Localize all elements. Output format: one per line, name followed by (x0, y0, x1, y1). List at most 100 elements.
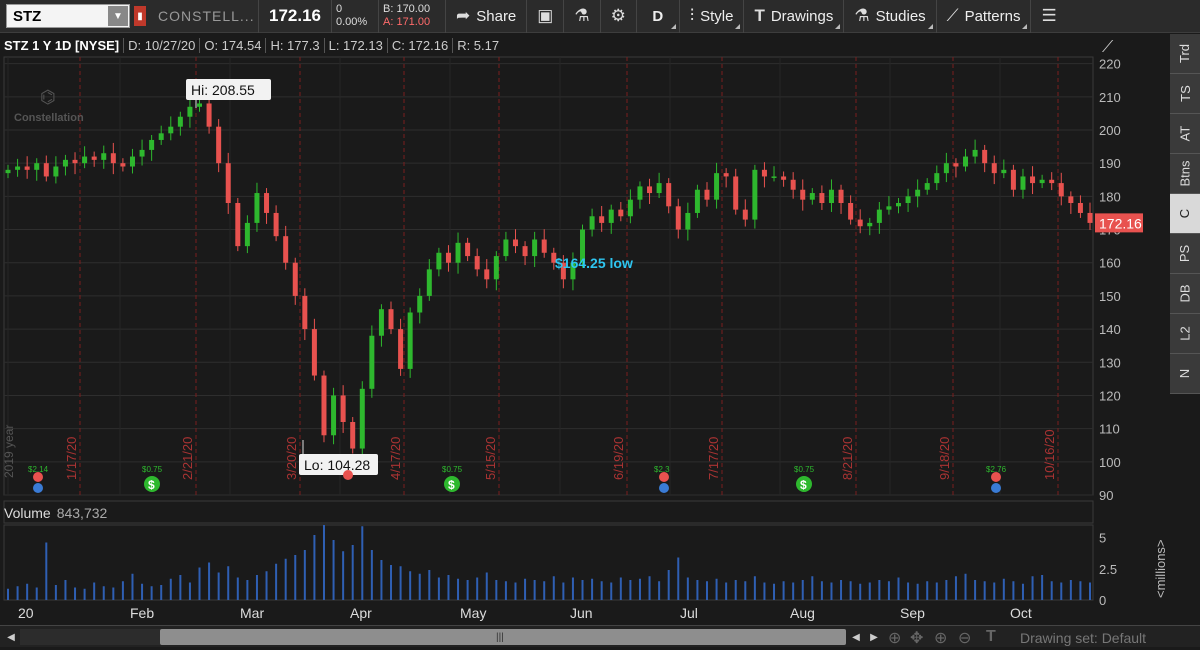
volume-bar (198, 567, 201, 600)
side-tab-label: AT (1177, 125, 1193, 142)
candle-body (666, 183, 672, 207)
period-button[interactable]: D (637, 0, 679, 33)
candle-body (426, 269, 432, 296)
flask-button[interactable]: ⚗ (564, 0, 599, 33)
volume-bar (74, 587, 77, 600)
symbol-input[interactable]: STZ ▼ (6, 4, 130, 28)
drawings-button[interactable]: T Drawings (744, 0, 843, 33)
dividend-amount: $2.3 (654, 465, 670, 474)
side-tab-ps[interactable]: PS (1170, 234, 1200, 274)
symbol-text: STZ (13, 7, 42, 25)
style-button[interactable]: ⫶ Style (680, 0, 744, 33)
candle-body (1058, 183, 1064, 197)
candle-body (972, 149, 978, 157)
pan-icon[interactable]: ✥ (910, 630, 924, 647)
side-tab-c[interactable]: C (1170, 194, 1200, 234)
volume-bar (466, 580, 469, 600)
dividend-icon (444, 476, 460, 492)
earnings-icon (659, 472, 669, 482)
scroll-track[interactable]: ||| (20, 629, 846, 645)
candle-body (886, 206, 892, 210)
divider (563, 0, 565, 33)
candle-body (1049, 179, 1055, 184)
volume-bar (983, 581, 986, 600)
zoom-in-icon[interactable]: ⊕ (934, 630, 948, 647)
divider (743, 0, 745, 33)
volume-tick-label: 5 (1099, 531, 1106, 546)
info-range: R: 5.17 (452, 37, 503, 53)
studies-button[interactable]: ⚗ Studies (844, 0, 935, 33)
patterns-button[interactable]: ⟋ Patterns (937, 0, 1031, 33)
volume-value: 843,732 (56, 505, 108, 521)
volume-bar (399, 566, 402, 600)
x-month-label: Aug (790, 605, 815, 621)
volume-bar (591, 578, 594, 600)
volume-bar (926, 581, 929, 600)
side-tab-db[interactable]: DB (1170, 274, 1200, 314)
volume-bar (543, 581, 546, 600)
volume-bar (121, 581, 124, 600)
candle-body (580, 229, 586, 263)
side-tab-l2[interactable]: L2 (1170, 314, 1200, 354)
symbol-dropdown-icon[interactable]: ▼ (108, 6, 128, 26)
volume-bar (217, 572, 220, 600)
event-date-label: 8/21/20 (840, 437, 855, 480)
style-label: Style (700, 7, 734, 25)
low-callout-label: Lo: 104.28 (304, 457, 370, 473)
scroll-left-icon[interactable]: ◀ (7, 631, 15, 643)
side-tab-ts[interactable]: TS (1170, 74, 1200, 114)
volume-bar (437, 577, 440, 600)
chart-scrollbar[interactable]: ◀ ||| ◀ ▶ ⊕ ✥ ⊕ ⊖ T Drawing set: Default (0, 625, 1200, 647)
candle-body (551, 252, 557, 263)
price-chart[interactable]: 9010011012013014015016017018019020021022… (0, 0, 1170, 625)
volume-bar (141, 583, 144, 600)
dividend-amount: $2.14 (28, 465, 49, 474)
candle-body (129, 156, 135, 167)
crosshair-icon[interactable]: ⊕ (888, 630, 902, 647)
drawing-set-label[interactable]: Drawing set: Default (1020, 630, 1147, 646)
volume-bar (322, 525, 325, 600)
scroll-thumb[interactable]: ||| (160, 629, 846, 645)
candle-body (378, 309, 384, 336)
candle-body (857, 219, 863, 227)
volume-bar (610, 582, 613, 600)
volume-bar (552, 576, 555, 600)
side-tab-n[interactable]: N (1170, 354, 1200, 394)
candle-body (953, 163, 959, 167)
dropdown-corner-icon (927, 23, 933, 29)
text-tool-icon: T (754, 6, 765, 25)
candle-body (493, 256, 499, 280)
side-tab-at[interactable]: AT (1170, 114, 1200, 154)
side-tab-trd[interactable]: Trd (1170, 34, 1200, 74)
settings-button[interactable]: ⚙ (601, 0, 636, 33)
text-tool-icon[interactable]: T (986, 628, 996, 645)
share-button[interactable]: ➦ Share (446, 0, 526, 33)
x-month-label: Jun (570, 605, 593, 621)
divider (678, 0, 680, 33)
menu-button[interactable]: ☰ (1031, 0, 1066, 33)
snapshot-button[interactable]: ▣ (527, 0, 563, 33)
volume-bar (629, 580, 632, 600)
flask-icon: ⚗ (854, 6, 870, 25)
candle-body (225, 163, 231, 203)
side-tab-btns[interactable]: Btns (1170, 154, 1200, 194)
info-close: C: 172.16 (386, 37, 452, 53)
y-tick-label: 200 (1099, 123, 1121, 138)
volume-bar (351, 545, 354, 600)
watermark-text: Constellation (14, 112, 84, 124)
x-month-label: Mar (240, 605, 264, 621)
volume-bar (638, 578, 641, 600)
candle-body (72, 159, 78, 164)
share-label: Share (476, 7, 517, 25)
candle-body (331, 395, 337, 436)
volume-bar (763, 582, 766, 600)
link-flag-icon[interactable]: ▮ (134, 6, 146, 26)
zoom-out-icon[interactable]: ⊖ (958, 630, 972, 647)
volume-bar (150, 586, 153, 600)
volume-bar (840, 580, 843, 600)
volume-bar (658, 581, 661, 600)
scroll-next-icon[interactable]: ▶ (870, 631, 878, 643)
volume-bar (1041, 575, 1044, 600)
event-date-label: 2/21/20 (180, 437, 195, 480)
scroll-prev-icon[interactable]: ◀ (852, 631, 860, 643)
